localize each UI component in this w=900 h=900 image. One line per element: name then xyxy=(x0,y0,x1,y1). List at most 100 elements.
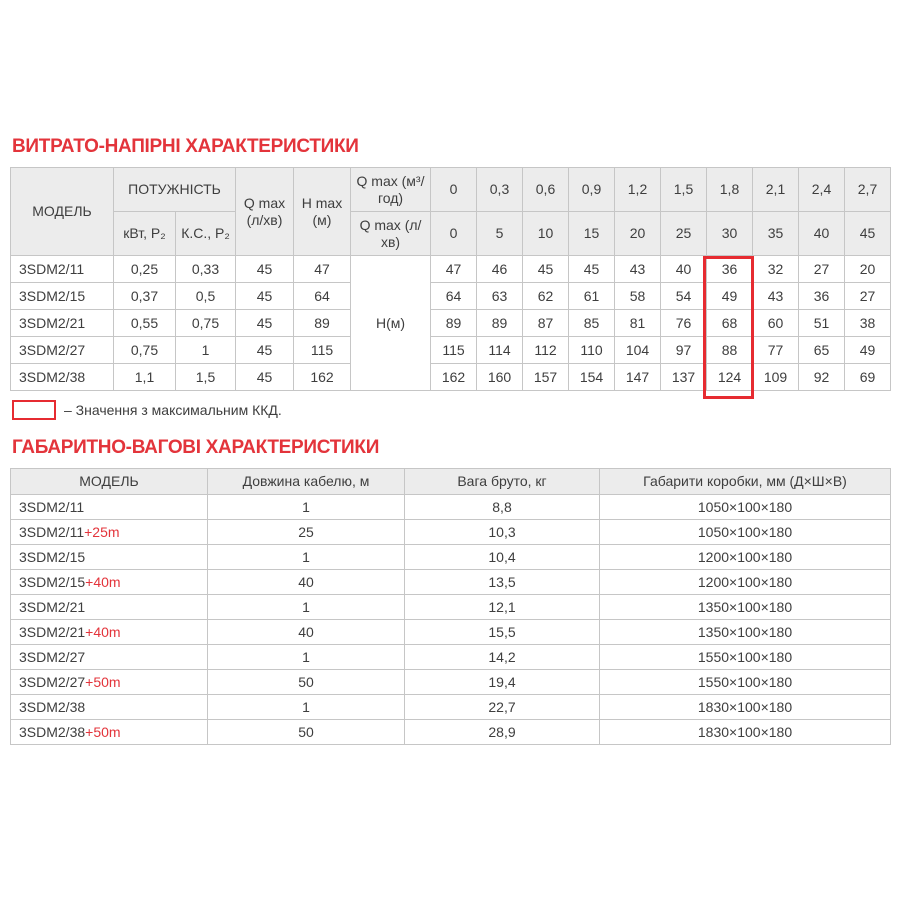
t1-cell-hmax: 162 xyxy=(293,363,351,391)
t1-cell-head: 77 xyxy=(752,336,799,364)
t2-row: 3SDM2/27+50m 50 19,4 1550×100×180 xyxy=(10,669,891,695)
t1-cell-head: 87 xyxy=(522,309,569,337)
t2-cell-weight: 8,8 xyxy=(404,494,600,520)
t2-row: 3SDM2/11+25m 25 10,3 1050×100×180 xyxy=(10,519,891,545)
t2-cell-box: 1350×100×180 xyxy=(599,619,891,645)
t1-flow-lmin-cell: 10 xyxy=(522,211,569,256)
t1-cell-head: 32 xyxy=(752,255,799,283)
model-name: 3SDM2/11 xyxy=(19,523,85,540)
t2-cell-weight: 15,5 xyxy=(404,619,600,645)
model-name: 3SDM2/38 xyxy=(19,698,86,715)
t1-cell-model: 3SDM2/21 xyxy=(10,309,114,337)
t1-flow-m3h-cell: 0 xyxy=(430,167,477,212)
t2-row: 3SDM2/38+50m 50 28,9 1830×100×180 xyxy=(10,719,891,745)
t1-flow-lmin-cell: 20 xyxy=(614,211,661,256)
t2-cell-cable: 1 xyxy=(207,494,405,520)
t1-cell-hmax: 47 xyxy=(293,255,351,283)
t1-cell-head: 60 xyxy=(752,309,799,337)
t2-row: 3SDM2/11 1 8,8 1050×100×180 xyxy=(10,494,891,520)
model-name: 3SDM2/38 xyxy=(19,723,86,740)
t2-head: МОДЕЛЬ Довжина кабелю, м Вага бруто, кг … xyxy=(10,468,891,495)
t1-flow-lmin-cell: 5 xyxy=(476,211,523,256)
t2-cell-box: 1550×100×180 xyxy=(599,644,891,670)
model-suffix: +40m xyxy=(85,573,121,590)
t1-row: 3SDM2/15 0,37 0,5 45 64 64 63 62 61 58 54 49 43 36 27 xyxy=(10,282,891,310)
t1-cell-head: 68 xyxy=(706,309,753,337)
t2-row: 3SDM2/15+40m 40 13,5 1200×100×180 xyxy=(10,569,891,595)
t1-header-hmax: H max (м) xyxy=(293,167,351,256)
t1-cell-head: 157 xyxy=(522,363,569,391)
t2-cell-box: 1200×100×180 xyxy=(599,544,891,570)
t1-flow-lmin-cell: 35 xyxy=(752,211,799,256)
t1-cell-head: 45 xyxy=(568,255,615,283)
t2-row: 3SDM2/38 1 22,7 1830×100×180 xyxy=(10,694,891,720)
t1-cell-head: 154 xyxy=(568,363,615,391)
t2-cell-cable: 1 xyxy=(207,644,405,670)
t1-flow-m3h-cell: 1,8 xyxy=(706,167,753,212)
t2-cell-model: 3SDM2/15+40m xyxy=(10,569,208,595)
t1-cell-head: 58 xyxy=(614,282,661,310)
t1-header-power-kw: кВт, Р₂ xyxy=(113,211,176,256)
model-name: 3SDM2/15 xyxy=(19,548,86,565)
t1-header-qmax-lmin-2: Q max (л/хв) xyxy=(350,211,431,256)
t1-flow-lmin-cell: 40 xyxy=(798,211,845,256)
t1-cell-head: 81 xyxy=(614,309,661,337)
t2-cell-model: 3SDM2/15 xyxy=(10,544,208,570)
t1-cell-head: 49 xyxy=(844,336,891,364)
t2-header-cable: Довжина кабелю, м xyxy=(207,468,405,495)
t2-cell-cable: 1 xyxy=(207,594,405,620)
t1-header-power: ПОТУЖНІСТЬ xyxy=(113,167,236,212)
t1-cell-kw: 0,75 xyxy=(113,336,176,364)
t1-flow-m3h-cell: 2,4 xyxy=(798,167,845,212)
t1-cell-qmax: 45 xyxy=(235,363,294,391)
t1-flow-lmin-cell: 30 xyxy=(706,211,753,256)
model-name: 3SDM2/15 xyxy=(19,573,86,590)
t1-flow-lmin-cell: 15 xyxy=(568,211,615,256)
t1-header-qmax-lmin: Q max (л/хв) xyxy=(235,167,294,256)
t1-cell-qmax: 45 xyxy=(235,309,294,337)
t1-cell-hp: 0,5 xyxy=(175,282,236,310)
t1-header-qmax-m3h: Q max (м³/год) xyxy=(350,167,431,212)
t1-flow-m3h-cell: 0,9 xyxy=(568,167,615,212)
t2-cell-weight: 14,2 xyxy=(404,644,600,670)
t1-cell-head: 27 xyxy=(798,255,845,283)
t2-cell-model: 3SDM2/27+50m xyxy=(10,669,208,695)
t1-cell-head: 36 xyxy=(706,255,753,283)
section-title-flow-head: ВИТРАТО-НАПІРНІ ХАРАКТЕРИСТИКИ xyxy=(12,136,359,157)
t2-cell-box: 1350×100×180 xyxy=(599,594,891,620)
t1-cell-head: 20 xyxy=(844,255,891,283)
t1-cell-kw: 0,25 xyxy=(113,255,176,283)
t1-cell-head: 109 xyxy=(752,363,799,391)
t1-cell-head: 114 xyxy=(476,336,523,364)
t1-cell-head: 89 xyxy=(476,309,523,337)
t2-header-model: МОДЕЛЬ xyxy=(10,468,208,495)
t1-cell-qmax: 45 xyxy=(235,282,294,310)
t1-cell-head: 49 xyxy=(706,282,753,310)
t1-cell-head: 61 xyxy=(568,282,615,310)
t1-cell-qmax: 45 xyxy=(235,336,294,364)
t1-cell-head: 45 xyxy=(522,255,569,283)
model-suffix: +50m xyxy=(85,673,121,690)
t1-cell-head: 76 xyxy=(660,309,707,337)
t1-flow-m3h-cell: 2,7 xyxy=(844,167,891,212)
t1-cell-head: 65 xyxy=(798,336,845,364)
t2-cell-box: 1830×100×180 xyxy=(599,694,891,720)
t1-cell-head: 38 xyxy=(844,309,891,337)
t1-cell-head: 54 xyxy=(660,282,707,310)
t1-cell-head: 43 xyxy=(614,255,661,283)
t1-cell-kw: 0,37 xyxy=(113,282,176,310)
t2-cell-model: 3SDM2/11 xyxy=(10,494,208,520)
t1-cell-hp: 0,33 xyxy=(175,255,236,283)
t1-cell-head: 69 xyxy=(844,363,891,391)
t2-header-row: МОДЕЛЬ Довжина кабелю, м Вага бруто, кг … xyxy=(10,468,891,495)
t1-cell-hmax: 115 xyxy=(293,336,351,364)
t1-head: МОДЕЛЬ ПОТУЖНІСТЬ Q max (л/хв) H max (м)… xyxy=(10,167,891,256)
t1-cell-head-label: Н(м) xyxy=(350,255,431,391)
t1-cell-head: 112 xyxy=(522,336,569,364)
t1-row: 3SDM2/38 1,1 1,5 45 162 162 160 157 154 147 137 124… xyxy=(10,363,891,391)
t1-flow-m3h-cell: 0,6 xyxy=(522,167,569,212)
t1-row: 3SDM2/27 0,75 1 45 115 115 114 112 110 104 97 88 77 6… xyxy=(10,336,891,364)
t2-row: 3SDM2/15 1 10,4 1200×100×180 xyxy=(10,544,891,570)
t1-header-model: МОДЕЛЬ xyxy=(10,167,114,256)
t1-cell-head: 51 xyxy=(798,309,845,337)
